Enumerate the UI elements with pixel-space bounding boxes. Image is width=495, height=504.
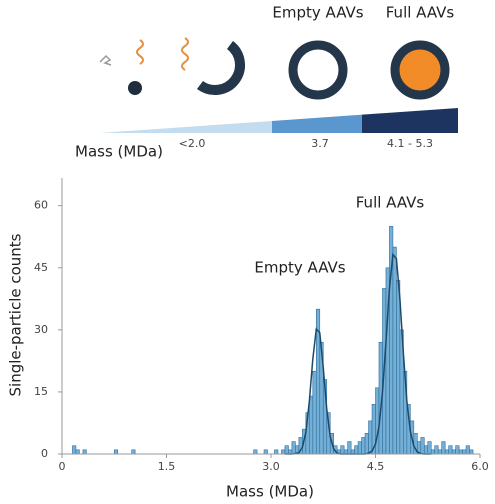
bar [357, 441, 362, 455]
bar [396, 279, 401, 455]
fit-curve [284, 252, 432, 455]
y-tick-label: 15 [34, 385, 48, 398]
bar [340, 445, 345, 455]
bar [430, 449, 436, 455]
x-axis-label: Mass (MDa) [226, 483, 314, 501]
bar [444, 449, 449, 455]
bar [392, 246, 397, 455]
bar [451, 449, 456, 455]
protein-icon [128, 81, 142, 95]
mass-value: 4.1 - 5.3 [387, 137, 433, 150]
y-tick-label: 30 [34, 323, 48, 336]
bar [309, 395, 314, 455]
bar [284, 445, 289, 455]
bar [364, 433, 369, 455]
bar [274, 449, 279, 455]
bar [462, 449, 467, 455]
histogram [72, 226, 474, 455]
y-tick-label: 0 [41, 447, 48, 460]
bar [441, 441, 446, 455]
partial-capsid-icon [197, 41, 245, 95]
bar [427, 441, 432, 455]
x-tick-label: 3.0 [262, 460, 280, 473]
x-tick-label: 0 [59, 460, 66, 473]
full-capsid-icon [390, 40, 450, 100]
bar [312, 370, 317, 455]
y-axis-label: Single-particle counts [7, 233, 25, 396]
dna-icon [136, 39, 144, 65]
bar [423, 445, 429, 455]
empty-label: Empty AAVs [272, 4, 363, 22]
mass-wedge [100, 108, 458, 133]
annotation: Empty AAVs [254, 259, 345, 277]
bar [281, 449, 286, 455]
bar [82, 449, 87, 455]
illustration: Empty AAVs Full AAVs Mass (MDa) <2.0 3.7… [75, 4, 458, 161]
bar [458, 449, 463, 455]
bar [354, 445, 359, 455]
full-label: Full AAVs [386, 4, 455, 22]
bar [291, 441, 296, 455]
empty-capsid-icon [288, 40, 348, 100]
mass-value: <2.0 [179, 137, 206, 150]
bar [465, 445, 470, 455]
bar [75, 449, 80, 455]
bar [347, 441, 352, 455]
bar [420, 437, 425, 455]
peptide-icon [99, 54, 112, 66]
x-tick-label: 4.5 [367, 460, 385, 473]
bar [455, 445, 460, 455]
bar [113, 449, 119, 455]
y-tick-label: 60 [34, 199, 48, 212]
x-tick-label: 1.5 [158, 460, 176, 473]
bar [368, 420, 373, 455]
bar [434, 445, 439, 455]
bar [469, 449, 474, 455]
mass-value: 3.7 [311, 137, 329, 150]
mass-label: Mass (MDa) [75, 143, 163, 161]
dna-icon [181, 37, 189, 71]
bar [437, 449, 442, 455]
bar [361, 437, 366, 455]
bar [263, 449, 268, 455]
bar [131, 449, 136, 455]
bar [448, 445, 453, 455]
x-tick-label: 6.0 [471, 460, 489, 473]
bar [72, 445, 77, 455]
bar [253, 449, 258, 455]
y-tick-label: 45 [34, 261, 48, 274]
annotation: Full AAVs [356, 194, 425, 212]
